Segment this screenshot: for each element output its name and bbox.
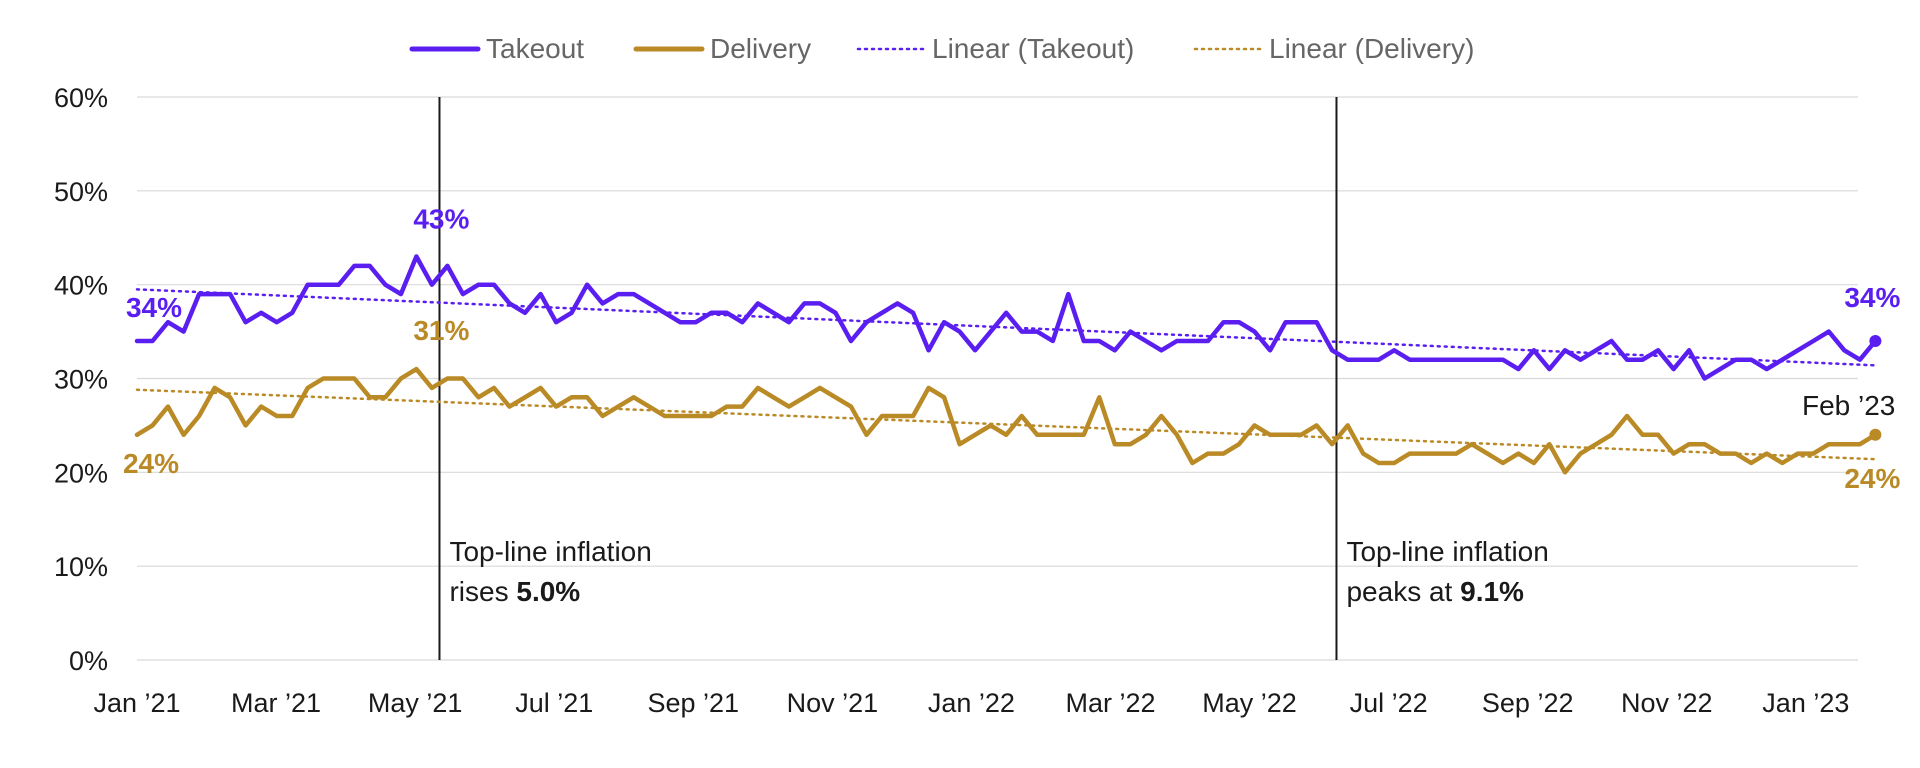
x-tick-label: Jul ’22: [1350, 688, 1428, 718]
x-tick-label: Jan ’23: [1762, 688, 1849, 718]
y-tick-label: 0%: [69, 646, 108, 676]
x-tick-label: Jan ’21: [93, 688, 180, 718]
x-tick-label: Mar ’22: [1065, 688, 1155, 718]
data-label: 24%: [123, 448, 179, 479]
x-tick-label: May ’22: [1202, 688, 1297, 718]
series-lines: [134, 254, 1882, 475]
annotation-prefix: peaks at: [1346, 576, 1460, 607]
annotation-line-2: peaks at 9.1%: [1346, 576, 1524, 607]
annotation-prefix: rises: [449, 576, 516, 607]
y-tick-label: 50%: [54, 177, 108, 207]
annotation-line-2: rises 5.0%: [449, 576, 580, 607]
annotation-value: 9.1%: [1460, 576, 1524, 607]
trendline: [135, 288, 1877, 367]
legend-label: Linear (Takeout): [932, 33, 1134, 64]
legend-label: Delivery: [710, 33, 811, 64]
x-tick-label: Sep ’21: [647, 688, 739, 718]
series-endpoint-takeout: [1869, 334, 1882, 347]
y-tick-label: 60%: [54, 83, 108, 113]
data-label: 31%: [413, 315, 469, 346]
gridlines: [137, 96, 1858, 661]
x-tick-label: May ’21: [368, 688, 463, 718]
trendline: [135, 388, 1877, 461]
series-endpoint-delivery: [1869, 428, 1882, 441]
legend-label: Takeout: [486, 33, 584, 64]
data-label: 34%: [1844, 282, 1900, 313]
x-axis-ticks: Jan ’21 Mar ’21 May ’21 Jul ’21 Sep ’21 Nov ’…: [93, 688, 1849, 718]
annotation-line-1: Top-line inflation: [449, 536, 651, 567]
legend: Takeout Delivery Linear (Takeout) Linear (D…: [409, 33, 1474, 64]
annotation-value: 5.0%: [516, 576, 580, 607]
series-line-takeout: [134, 254, 1878, 381]
y-tick-label: 20%: [54, 458, 108, 488]
x-tick-label: Jul ’21: [515, 688, 593, 718]
legend-label: Linear (Delivery): [1269, 33, 1474, 64]
x-tick-label: Sep ’22: [1482, 688, 1574, 718]
data-label: 34%: [126, 292, 182, 323]
y-tick-label: 30%: [54, 365, 108, 395]
x-tick-label: Jan ’22: [928, 688, 1015, 718]
x-tick-label: Mar ’21: [231, 688, 321, 718]
data-label: 24%: [1844, 463, 1900, 494]
y-tick-label: 10%: [54, 552, 108, 582]
series-line-delivery: [134, 366, 1878, 475]
y-axis-ticks: 0% 10% 20% 30% 40% 50% 60%: [54, 83, 108, 676]
annotation-line-1: Top-line inflation: [1346, 536, 1548, 567]
data-label: Feb ’23: [1802, 390, 1895, 421]
x-tick-label: Nov ’22: [1621, 688, 1713, 718]
data-labels: 34% 43% 34% 24% 31% 24% Feb ’23: [123, 204, 1901, 494]
trendlines: [135, 288, 1877, 461]
x-tick-label: Nov ’21: [787, 688, 879, 718]
y-tick-label: 40%: [54, 271, 108, 301]
data-label: 43%: [413, 204, 469, 235]
inflation-markers: Top-line inflation rises 5.0% Top-line inf…: [438, 97, 1549, 660]
